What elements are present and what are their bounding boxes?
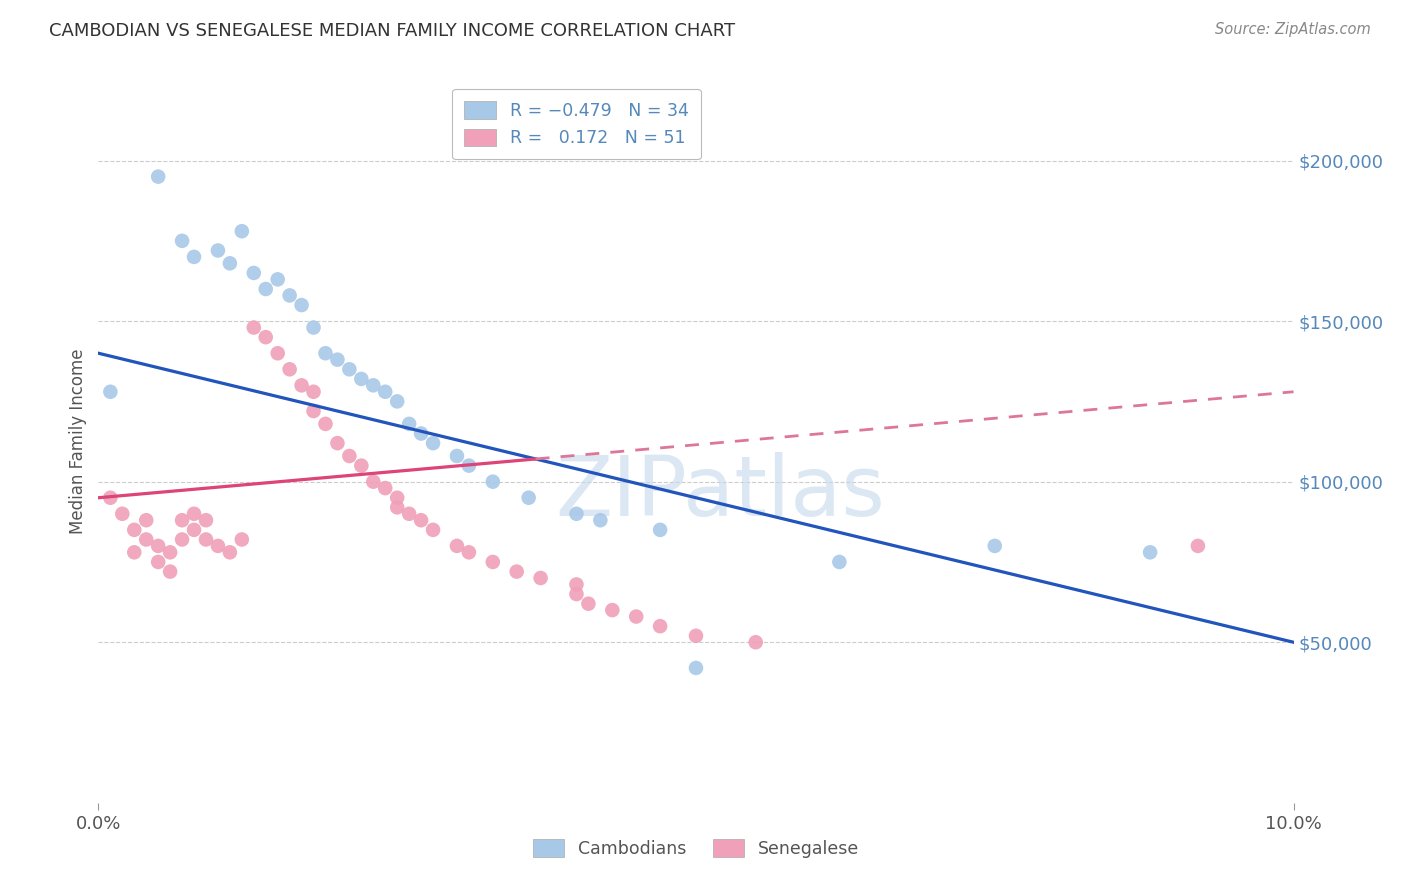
Point	[422, 523, 444, 537]
Point	[183, 250, 205, 264]
Point	[148, 555, 170, 569]
Point	[302, 384, 325, 399]
Point	[183, 523, 205, 537]
Point	[219, 256, 242, 270]
Point	[135, 513, 157, 527]
Point	[458, 545, 481, 559]
Point	[135, 533, 157, 547]
Point	[565, 577, 588, 591]
Point	[159, 545, 181, 559]
Legend: Cambodians, Senegalese: Cambodians, Senegalese	[524, 830, 868, 866]
Point	[315, 417, 337, 431]
Point	[530, 571, 553, 585]
Point	[685, 661, 707, 675]
Point	[411, 426, 433, 441]
Point	[231, 533, 253, 547]
Point	[219, 545, 242, 559]
Point	[326, 352, 349, 367]
Point	[350, 458, 373, 473]
Point	[745, 635, 768, 649]
Point	[124, 523, 146, 537]
Point	[1139, 545, 1161, 559]
Point	[291, 378, 314, 392]
Point	[506, 565, 529, 579]
Point	[650, 523, 672, 537]
Point	[626, 609, 648, 624]
Point	[98, 384, 122, 399]
Point	[278, 362, 301, 376]
Point	[385, 394, 409, 409]
Point	[385, 500, 409, 515]
Point	[124, 545, 146, 559]
Point	[339, 362, 361, 376]
Point	[828, 555, 851, 569]
Y-axis label: Median Family Income: Median Family Income	[69, 349, 87, 534]
Point	[565, 507, 588, 521]
Point	[398, 417, 420, 431]
Point	[302, 404, 325, 418]
Point	[350, 372, 373, 386]
Point	[172, 234, 194, 248]
Point	[254, 330, 277, 344]
Point	[589, 513, 612, 527]
Point	[578, 597, 600, 611]
Point	[243, 320, 266, 334]
Point	[984, 539, 1007, 553]
Point	[482, 475, 505, 489]
Point	[231, 224, 253, 238]
Point	[446, 539, 468, 553]
Point	[291, 298, 314, 312]
Point	[243, 266, 266, 280]
Text: Source: ZipAtlas.com: Source: ZipAtlas.com	[1215, 22, 1371, 37]
Point	[278, 288, 301, 302]
Point	[183, 507, 205, 521]
Point	[207, 539, 229, 553]
Point	[411, 513, 433, 527]
Point	[148, 169, 170, 184]
Point	[172, 533, 194, 547]
Point	[565, 587, 588, 601]
Point	[267, 346, 290, 360]
Point	[98, 491, 122, 505]
Point	[302, 320, 325, 334]
Point	[422, 436, 444, 450]
Point	[195, 513, 218, 527]
Point	[267, 272, 290, 286]
Point	[398, 507, 420, 521]
Point	[339, 449, 361, 463]
Point	[363, 378, 385, 392]
Point	[1187, 539, 1209, 553]
Point	[517, 491, 540, 505]
Point	[374, 481, 396, 495]
Point	[326, 436, 349, 450]
Point	[363, 475, 385, 489]
Point	[446, 449, 468, 463]
Point	[385, 491, 409, 505]
Point	[195, 533, 218, 547]
Point	[315, 346, 337, 360]
Point	[111, 507, 134, 521]
Text: ZIPatlas: ZIPatlas	[555, 451, 884, 533]
Point	[458, 458, 481, 473]
Point	[159, 565, 181, 579]
Point	[482, 555, 505, 569]
Point	[148, 539, 170, 553]
Point	[374, 384, 396, 399]
Text: CAMBODIAN VS SENEGALESE MEDIAN FAMILY INCOME CORRELATION CHART: CAMBODIAN VS SENEGALESE MEDIAN FAMILY IN…	[49, 22, 735, 40]
Point	[602, 603, 624, 617]
Point	[650, 619, 672, 633]
Point	[254, 282, 277, 296]
Point	[207, 244, 229, 258]
Point	[172, 513, 194, 527]
Point	[685, 629, 707, 643]
